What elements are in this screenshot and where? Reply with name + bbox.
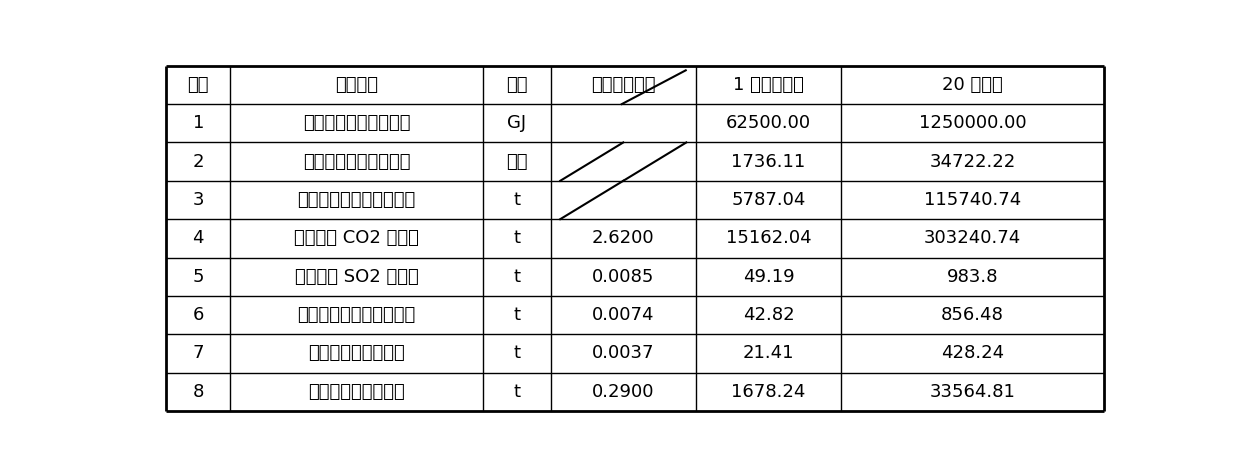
Text: 33564.81: 33564.81: [929, 383, 1015, 401]
Text: 太阳能系统年节约燃煤量: 太阳能系统年节约燃煤量: [297, 191, 416, 209]
Text: 4: 4: [192, 229, 204, 247]
Text: 15162.04: 15162.04: [726, 229, 812, 247]
Text: 428.24: 428.24: [940, 345, 1004, 362]
Text: 42.82: 42.82: [742, 306, 794, 324]
Text: 太阳能系统年节约电能: 太阳能系统年节约电能: [302, 152, 410, 171]
Text: 每年减少炉渣排放量: 每年减少炉渣排放量: [309, 383, 405, 401]
Text: 2: 2: [192, 152, 204, 171]
Text: 1678.24: 1678.24: [731, 383, 805, 401]
Text: 0.0037: 0.0037: [592, 345, 654, 362]
Text: t: t: [513, 306, 520, 324]
Text: 万度: 万度: [507, 152, 528, 171]
Text: 1736.11: 1736.11: [731, 152, 805, 171]
Text: t: t: [513, 229, 520, 247]
Text: 6: 6: [192, 306, 204, 324]
Text: 5: 5: [192, 268, 204, 286]
Text: 115740.74: 115740.74: [924, 191, 1021, 209]
Text: 太阳能系统年总产热量: 太阳能系统年总产热量: [302, 114, 410, 132]
Text: 1 年节能效果: 1 年节能效果: [733, 76, 804, 94]
Text: 7: 7: [192, 345, 204, 362]
Text: 1: 1: [192, 114, 204, 132]
Text: t: t: [513, 383, 520, 401]
Text: 303240.74: 303240.74: [924, 229, 1021, 247]
Text: 5787.04: 5787.04: [731, 191, 805, 209]
Text: t: t: [513, 345, 520, 362]
Text: 983.8: 983.8: [947, 268, 999, 286]
Text: 每年减少 CO2 排放量: 每年减少 CO2 排放量: [294, 229, 419, 247]
Text: 每年减少粉尘排放量: 每年减少粉尘排放量: [309, 345, 405, 362]
Text: 0.0074: 0.0074: [592, 306, 654, 324]
Text: 20 年累计: 20 年累计: [942, 76, 1002, 94]
Text: 0.0085: 0.0085: [592, 268, 654, 286]
Text: 34722.22: 34722.22: [929, 152, 1016, 171]
Text: t: t: [513, 268, 520, 286]
Text: 3: 3: [192, 191, 204, 209]
Text: 856.48: 856.48: [940, 306, 1004, 324]
Text: 62500.00: 62500.00: [726, 114, 812, 132]
Text: 8: 8: [192, 383, 204, 401]
Text: 每年减少 SO2 排放量: 每年减少 SO2 排放量: [295, 268, 419, 286]
Text: 2.6200: 2.6200: [592, 229, 654, 247]
Text: 序号: 序号: [187, 76, 209, 94]
Text: 每年减少氮化物的排放量: 每年减少氮化物的排放量: [297, 306, 416, 324]
Text: 0.2900: 0.2900: [592, 383, 654, 401]
Text: 减排项目: 减排项目: [335, 76, 378, 94]
Text: t: t: [513, 191, 520, 209]
Text: GJ: GJ: [507, 114, 527, 132]
Text: 1250000.00: 1250000.00: [918, 114, 1026, 132]
Text: 49.19: 49.19: [742, 268, 794, 286]
Text: 21.41: 21.41: [743, 345, 794, 362]
Text: 节能换算系数: 节能换算系数: [591, 76, 655, 94]
Text: 单位: 单位: [507, 76, 528, 94]
